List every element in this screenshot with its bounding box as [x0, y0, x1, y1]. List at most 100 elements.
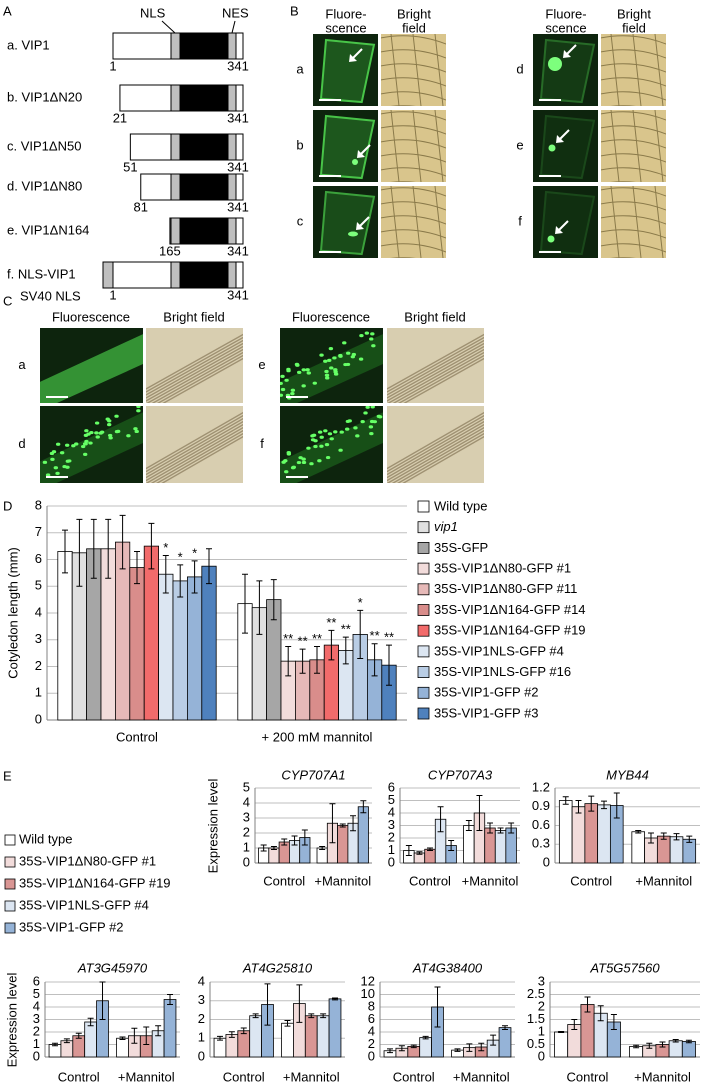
- cell-wall: [381, 243, 446, 253]
- nucleus-spot: [332, 356, 337, 360]
- root-cell-line: [146, 414, 243, 473]
- error-bar: [270, 579, 277, 621]
- y-tick-label: 0: [368, 1048, 375, 1063]
- bar: [597, 804, 611, 864]
- cell-wall: [381, 63, 446, 73]
- y-tick-label: 5: [243, 779, 250, 794]
- root-cell-line: [387, 426, 484, 483]
- bar: [424, 848, 436, 864]
- nucleus-spot: [371, 344, 376, 348]
- chart-title: AT4G38400: [412, 960, 483, 975]
- y-tick-label: 1: [35, 685, 42, 700]
- error-bar: [466, 1043, 473, 1052]
- error-bar: [686, 835, 693, 843]
- micrograph: [313, 34, 378, 106]
- cell-wall: [654, 110, 664, 182]
- panel-label: A: [3, 3, 12, 18]
- error-bar: [167, 994, 174, 1005]
- end-residue: 341: [227, 199, 249, 214]
- nucleus-spot: [370, 406, 375, 409]
- root-cell-line: [387, 345, 484, 402]
- legend-label: 35S-VIP1ΔN164-GFP #19: [434, 623, 586, 638]
- cell-wall: [601, 243, 666, 253]
- chart-title: AT4G25810: [242, 960, 313, 975]
- root-cell-line: [387, 417, 484, 476]
- micrograph: [40, 406, 143, 483]
- nucleus-spot: [353, 426, 358, 430]
- y-tick-label: 3: [33, 1011, 40, 1026]
- legend-label: Wild type: [19, 831, 72, 846]
- y-tick-label: 4: [198, 973, 205, 988]
- nucleus-spot: [136, 406, 141, 409]
- cell-wall: [601, 125, 666, 135]
- nucleus-spot: [301, 460, 307, 465]
- nucleus: [348, 231, 358, 237]
- significance-label: **: [326, 615, 336, 630]
- nucleus-spot: [290, 388, 296, 392]
- error-bar: [371, 643, 378, 677]
- cell-wall: [601, 91, 666, 101]
- root-cell-line: [146, 426, 243, 483]
- bar: [558, 800, 573, 864]
- y-tick-label: 12: [361, 973, 375, 988]
- arrow: [351, 48, 363, 60]
- nucleus-spot: [114, 414, 119, 418]
- nucleus-spot: [306, 446, 311, 450]
- nucleus-spot: [88, 441, 93, 445]
- column-header: Fluorescence: [52, 309, 130, 324]
- bar: [316, 1015, 330, 1058]
- bzip-region: [180, 134, 228, 160]
- nucleus-spot: [284, 470, 289, 474]
- cell-wall: [601, 49, 666, 59]
- legend-swatch: [417, 645, 430, 658]
- error-bar: [601, 800, 608, 810]
- nucleus-spot: [64, 443, 70, 447]
- cell-outline: [319, 190, 376, 256]
- error-bar: [437, 806, 444, 833]
- error-bar: [584, 996, 591, 1013]
- x-tick-label: Control: [116, 729, 158, 744]
- error-bar: [62, 529, 68, 574]
- error-bar: [659, 1041, 666, 1048]
- cell-wall: [381, 139, 446, 149]
- error-bar: [571, 1019, 578, 1030]
- cell-wall: [390, 34, 400, 106]
- nucleus-spot: [345, 351, 351, 355]
- legend-label: 35S-VIP1NLS-GFP #4: [434, 643, 564, 658]
- column-header: Fluore-: [545, 6, 586, 21]
- domain-label: bZIP: [190, 139, 217, 154]
- nucleus-spot: [324, 373, 330, 377]
- bar: [281, 1022, 294, 1058]
- nes-region: [227, 261, 237, 289]
- x-tick-label: +Mannitol: [314, 873, 371, 888]
- bar: [158, 573, 174, 721]
- y-tick-label: 2: [33, 1023, 40, 1038]
- root-cell-line: [146, 345, 243, 402]
- nucleus-spot: [317, 459, 322, 463]
- y-tick-label: 8: [368, 998, 375, 1013]
- bar: [237, 1030, 251, 1058]
- nucleus-spot: [136, 409, 141, 413]
- error-bar: [465, 820, 472, 831]
- bzip-region: [180, 218, 228, 244]
- row-label: a: [18, 357, 26, 372]
- error-bar: [497, 827, 504, 834]
- y-tick-label: 2: [243, 824, 250, 839]
- row-label: c: [297, 213, 304, 228]
- significance-label: **: [283, 631, 293, 646]
- error-bar: [252, 1013, 259, 1019]
- nucleus-spot: [324, 443, 330, 447]
- nucleus-spot: [94, 421, 100, 425]
- y-tick-label: 6: [35, 551, 42, 566]
- bar: [419, 1037, 432, 1058]
- root-cell-line: [156, 432, 243, 483]
- legend-swatch: [4, 878, 16, 890]
- error-bar: [260, 844, 267, 852]
- bar: [57, 551, 73, 721]
- nls-region: [170, 84, 181, 112]
- end-residue: 341: [227, 110, 249, 125]
- bzip-region: [180, 85, 228, 111]
- y-tick-label: 8: [35, 497, 42, 512]
- cell-wall: [381, 153, 446, 163]
- error-bar: [342, 636, 349, 665]
